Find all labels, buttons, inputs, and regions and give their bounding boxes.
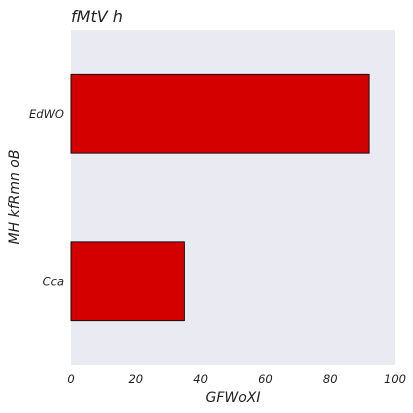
x-tick-label: 40 bbox=[193, 372, 208, 386]
x-tick-label: 20 bbox=[128, 372, 143, 386]
bar-EdWO bbox=[70, 73, 370, 154]
x-tick-label: 0 bbox=[67, 372, 74, 386]
bars bbox=[70, 73, 370, 322]
x-tick-label: 100 bbox=[384, 372, 406, 386]
y-tick-label: Cca bbox=[43, 274, 64, 288]
x-axis-label: GFWoXI bbox=[205, 390, 260, 406]
x-tick-label: 80 bbox=[323, 372, 338, 386]
y-tick-label: EdWO bbox=[29, 107, 64, 121]
y-axis-label: MH kfRmn oB bbox=[7, 150, 23, 245]
bar-Cca bbox=[70, 241, 185, 322]
chart-title: fMtV h bbox=[71, 7, 123, 26]
x-tick-labels: 0 20 40 60 80 100 bbox=[67, 372, 406, 386]
y-tick-labels: EdWO Cca bbox=[29, 107, 64, 289]
x-tick-label: 60 bbox=[258, 372, 273, 386]
